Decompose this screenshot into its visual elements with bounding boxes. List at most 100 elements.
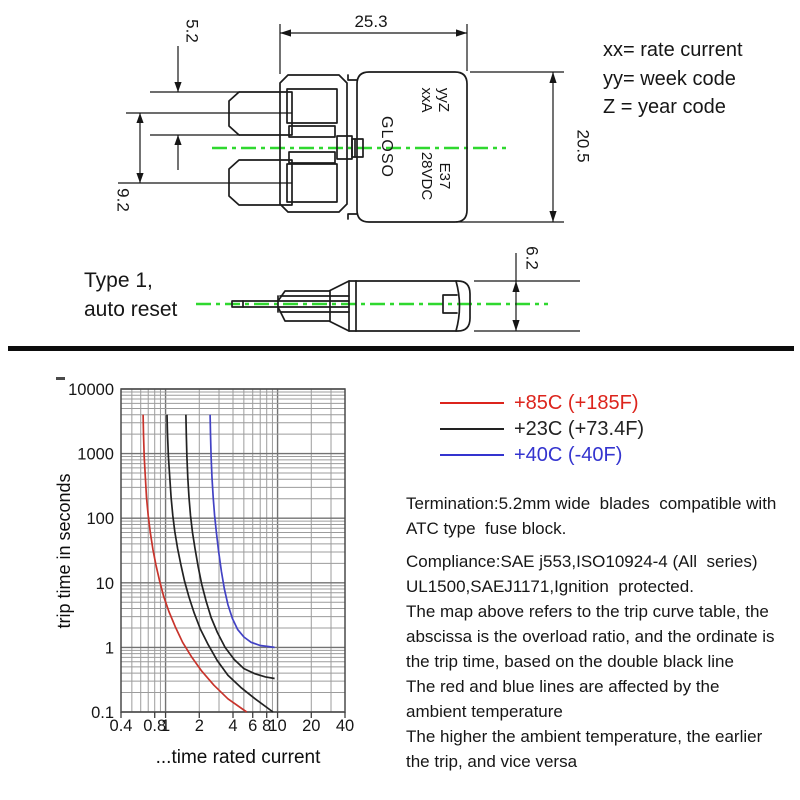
arrow-20-5-top — [549, 72, 557, 83]
text-line: Compliance:SAE j553,ISO10924-4 (All seri… — [406, 552, 758, 571]
front-view-group — [228, 71, 468, 223]
x-tick-label: 6 — [248, 717, 257, 735]
x-tick-label: 0.4 — [110, 717, 133, 735]
arrow-6-2-bottom — [512, 320, 520, 331]
legend-row: +40C (-40F) — [440, 442, 644, 468]
arrow-9-2-top — [136, 113, 144, 123]
marking-date-code: yyZ — [435, 88, 452, 112]
arrow-6-2-top — [512, 281, 520, 292]
x-tick-label: 20 — [302, 717, 320, 735]
x-tick-label: 1 — [161, 717, 170, 735]
type-label: Type 1, auto reset — [84, 266, 177, 324]
y-tick-label: 1 — [105, 639, 114, 657]
legend-label: +40C (-40F) — [514, 443, 623, 466]
y-tick-label: 1000 — [77, 446, 114, 464]
stray-mark — [56, 377, 65, 380]
paragraph: Compliance:SAE j553,ISO10924-4 (All seri… — [406, 549, 800, 774]
x-tick-label: 40 — [336, 717, 354, 735]
legend-line-swatch — [440, 402, 504, 404]
y-tick-label: 10000 — [68, 381, 114, 399]
text-line: abscissa is the overload ratio, and the … — [406, 627, 775, 646]
plate-bar-top — [288, 125, 336, 138]
curve-1-+85C+185F — [142, 414, 248, 713]
dim-label-spacing: 9.2 — [114, 188, 133, 212]
x-tick-label: 0.8 — [143, 717, 166, 735]
legend-line-swatch — [440, 454, 504, 456]
side-view-group — [231, 280, 471, 332]
text-line: UL1500,SAEJ1171,Ignition protected. — [406, 577, 694, 596]
curve-4-+40C-40F — [209, 414, 275, 649]
arrow-5-2-top — [174, 82, 182, 92]
y-tick-label: 10 — [96, 575, 114, 593]
text-line: the trip, and vice versa — [406, 752, 578, 771]
x-tick-label: 10 — [268, 717, 286, 735]
dimension-labels-group: 25.3 5.2 9.2 20.5 6.2 — [114, 12, 593, 270]
side-body — [355, 280, 471, 332]
centerlines-group — [196, 146, 548, 306]
curve-legend: +85C (+185F) +23C (+73.4F) +40C (-40F) — [440, 390, 644, 468]
dimension-arrows-group — [136, 29, 557, 331]
legend-row: +23C (+73.4F) — [440, 416, 644, 442]
marking-legend-line: xx= rate current — [603, 39, 743, 61]
bottom-blade-terminal — [228, 159, 293, 206]
plate-bar-bottom — [288, 151, 336, 164]
text-line: ATC type fuse block. — [406, 519, 567, 538]
chart-curves — [142, 414, 275, 713]
x-tick-label: 8 — [262, 717, 271, 735]
paragraph: Termination:5.2mm wide blades compatible… — [406, 491, 800, 541]
section-divider — [8, 346, 794, 351]
description-text-block: Termination:5.2mm wide blades compatible… — [406, 491, 800, 774]
technical-drawing: 25.3 5.2 9.2 20.5 6.2 xxA yyZ GLOSO 28VD… — [114, 12, 593, 332]
dimension-lines-group — [118, 24, 580, 332]
legend-line-swatch — [440, 428, 504, 430]
y-tick-label: 100 — [86, 510, 114, 528]
body-markings-group: xxA yyZ GLOSO 28VDC E37 — [378, 87, 453, 200]
chart-ticks — [120, 712, 346, 718]
dim-label-blade: 5.2 — [183, 19, 202, 43]
type-label-line2: auto reset — [84, 298, 178, 321]
legend-label: +85C (+185F) — [514, 391, 639, 414]
side-end-notch — [442, 294, 458, 314]
arrow-25-3-right — [456, 29, 467, 37]
side-end-cap-line — [455, 280, 461, 332]
curve-2-+23C+73.4F — [166, 414, 274, 713]
arrow-20-5-bottom — [549, 211, 557, 222]
side-blade — [231, 300, 279, 308]
type-label-line1: Type 1, — [84, 269, 153, 292]
mounting-plate — [279, 74, 348, 213]
plate-window-bottom — [286, 163, 338, 203]
text-line: Termination:5.2mm wide blades compatible… — [406, 494, 777, 513]
body-step-bottom — [347, 213, 358, 220]
y-tick-label: 0.1 — [91, 704, 114, 722]
text-line: The map above refers to the trip curve t… — [406, 602, 769, 621]
legend-row: +85C (+185F) — [440, 390, 644, 416]
chart-grid — [120, 388, 346, 713]
text-line: The red and blue lines are affected by t… — [406, 677, 720, 696]
arrow-25-3-left — [280, 29, 291, 37]
x-axis-title: ...time rated current — [156, 747, 321, 768]
dim-label-thickness: 6.2 — [523, 246, 542, 270]
marking-voltage: 28VDC — [418, 152, 435, 201]
side-housing-bottom — [277, 306, 357, 332]
text-line: ambient temperature — [406, 702, 563, 721]
brand-label: GLOSO — [378, 116, 395, 178]
marking-legend-line: yy= week code — [603, 67, 736, 90]
body-step-top — [347, 74, 358, 81]
curve-3-+23C+73.4F — [185, 414, 275, 680]
x-tick-label: 4 — [228, 717, 237, 735]
marking-e37: E37 — [436, 163, 453, 190]
marking-rate-current: xxA — [418, 87, 435, 112]
text-line: The higher the ambient temperature, the … — [406, 727, 763, 746]
x-tick-label: 2 — [195, 717, 204, 735]
arrow-5-2-bottom — [174, 135, 182, 145]
plate-window-top — [286, 88, 338, 124]
arrow-9-2-bottom — [136, 173, 144, 183]
text-line: the trip time, based on the double black… — [406, 652, 734, 671]
dim-label-height: 20.5 — [574, 129, 593, 162]
y-axis-title: trip time in seconds — [54, 473, 74, 628]
side-housing-top — [277, 280, 357, 302]
marking-code-legend: xx= rate current yy= week code Z = year co… — [603, 36, 743, 122]
breaker-body — [356, 71, 468, 223]
